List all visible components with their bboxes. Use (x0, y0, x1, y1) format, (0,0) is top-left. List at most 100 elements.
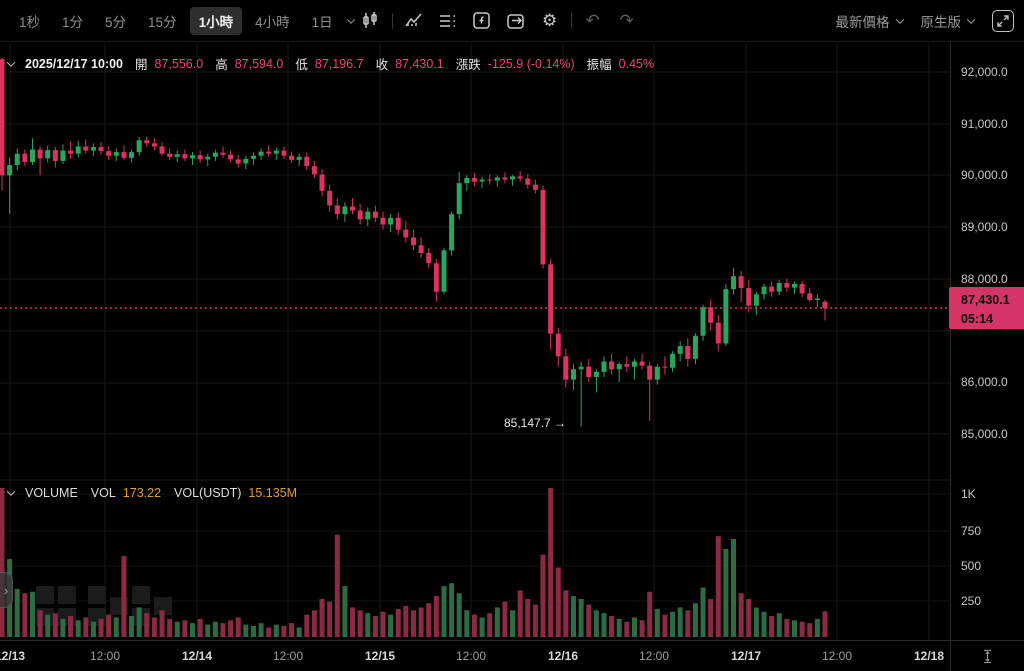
candle-body (410, 237, 416, 246)
toolbar-separator (570, 12, 572, 29)
axis-scale-reset-button[interactable] (950, 641, 1024, 671)
volume-bar (296, 627, 302, 637)
volume-bar (555, 567, 561, 637)
candle-body (289, 155, 295, 160)
timeframe-1h-selected[interactable]: 1小時 (189, 6, 243, 35)
volume-bar (151, 617, 157, 637)
volume-bar (159, 610, 165, 637)
collapse-chevron-icon[interactable] (6, 57, 16, 67)
volume-bar (433, 596, 439, 637)
candle-body (540, 189, 546, 265)
timeframe-4h[interactable]: 4小時 (255, 14, 290, 30)
candle-body (342, 206, 348, 215)
chevron-right-icon: › (3, 582, 9, 598)
axis-tick-label: 91,000.0 (961, 117, 1008, 131)
axis-tick-label: 86,000.0 (961, 375, 1008, 389)
candle-body (563, 356, 569, 380)
candle-body (212, 152, 218, 157)
volume-bar (548, 488, 554, 637)
candle-body (822, 301, 828, 309)
candle-body (647, 365, 653, 380)
volume-bar (258, 623, 264, 637)
candle-body (258, 151, 264, 156)
collapse-chevron-icon[interactable] (6, 487, 16, 496)
volume-bar (334, 534, 340, 637)
candle-body (14, 153, 20, 166)
volume-bar (441, 586, 447, 637)
candle-body (113, 152, 119, 156)
volume-bar (372, 616, 378, 637)
candle-body (677, 346, 683, 354)
time-tick-label: 12:00 (821, 649, 853, 663)
chart-version-dropdown[interactable]: 原生版 (921, 11, 976, 31)
change-label: 漲跌 (455, 58, 481, 72)
volume-bar (525, 598, 531, 637)
candle-body (593, 371, 599, 378)
candle-body (814, 298, 820, 300)
volume-bar (601, 613, 607, 637)
candle-body (98, 146, 104, 152)
volume-bar (677, 607, 683, 637)
volume-bar (479, 617, 485, 637)
candle-body (555, 333, 561, 357)
volume-bar (761, 611, 767, 637)
volume-bar (327, 601, 333, 637)
candle-body (220, 152, 226, 155)
volume-bar (228, 620, 234, 637)
candle-body (807, 293, 813, 300)
volume-bar (746, 598, 752, 637)
candle-body (311, 166, 317, 175)
candle-style-icon[interactable] (354, 7, 388, 35)
volume-title: VOLUME (25, 486, 78, 500)
undo-icon[interactable]: ↶ (585, 11, 600, 30)
candle-body (250, 155, 256, 159)
volume-bar (510, 610, 516, 637)
volume-bar (319, 598, 325, 637)
volume-bar (52, 613, 58, 637)
candle-body (357, 210, 363, 220)
redo-icon[interactable]: ↷ (619, 11, 634, 30)
price-mode-dropdown[interactable]: 最新價格 (835, 11, 904, 31)
volume-bar (83, 617, 89, 637)
panel-expand-handle[interactable]: › (0, 572, 13, 608)
candle-body (205, 156, 211, 160)
candle-body (715, 322, 721, 344)
volume-bar (662, 614, 668, 637)
volume-bar (807, 623, 813, 637)
candle-body (190, 155, 195, 159)
timeframe-1m[interactable]: 1分 (62, 14, 84, 30)
volume-bar (822, 611, 828, 637)
candle-body (273, 150, 279, 154)
candle-body (174, 154, 180, 157)
candle-body (68, 150, 74, 154)
timeframe-1d[interactable]: 1日 (311, 14, 333, 30)
timeframe-5m[interactable]: 5分 (105, 14, 127, 30)
time-axis[interactable]: 12/13 12:00 12/14 12:00 12/15 12:00 12/16 12:00… (0, 640, 1024, 671)
volume-bar (357, 610, 363, 637)
indicators-icon[interactable] (397, 7, 431, 35)
toolbar-right: 最新價格 原生版 (835, 9, 1014, 32)
volume-bar (380, 611, 386, 637)
candle-body (7, 165, 13, 176)
timeframe-1s[interactable]: 1秒 (19, 14, 41, 30)
vol-label: VOL (90, 486, 116, 500)
fullscreen-button[interactable] (992, 9, 1014, 32)
settings-gear-icon[interactable]: ⚙ (542, 11, 558, 30)
volume-bar (250, 626, 256, 637)
volume-bar (45, 614, 51, 637)
time-tick-label: 12:00 (89, 649, 121, 663)
price-mode-label: 最新價格 (835, 14, 890, 30)
candle-body (197, 155, 203, 160)
chart-layers-list-icon[interactable] (431, 7, 465, 35)
candle-body (624, 364, 630, 367)
formula-template-icon[interactable] (465, 7, 499, 35)
watermark-block (58, 586, 76, 604)
price-axis[interactable]: 87,430.1 05:14 92,000.0 91,000.0 90,000.0 8… (949, 42, 1024, 640)
save-layout-icon[interactable] (499, 7, 533, 35)
volume-bar (449, 583, 455, 637)
timeframe-15m[interactable]: 15分 (148, 14, 177, 30)
candle-body (403, 229, 409, 238)
candle-body (685, 346, 691, 359)
